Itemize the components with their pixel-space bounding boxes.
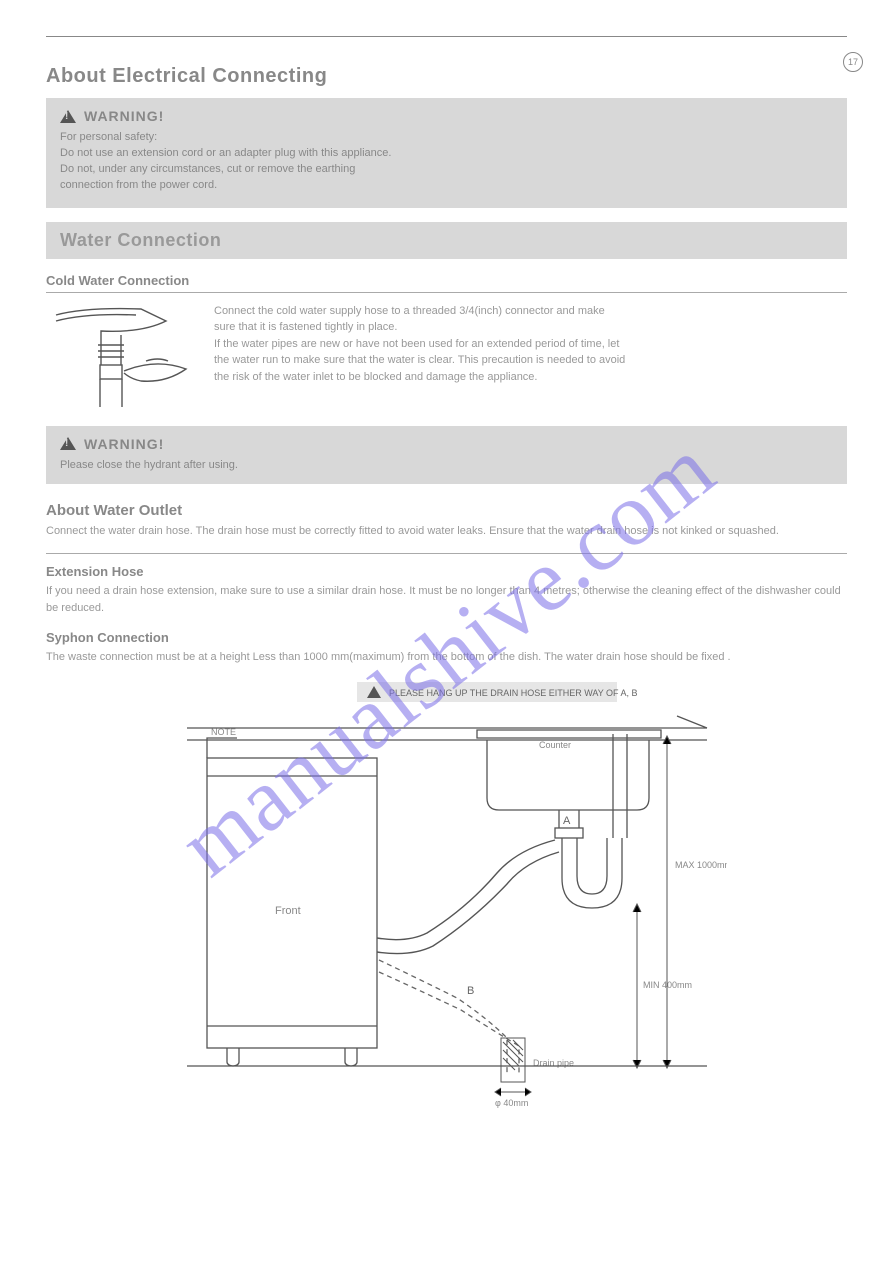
divider [46,292,847,293]
drain-diagram: PLEASE HANG UP THE DRAIN HOSE EITHER WAY… [46,678,847,1108]
warning-header: WARNING! [60,436,833,452]
faucet-illustration [46,303,196,416]
diagram-banner-text: PLEASE HANG UP THE DRAIN HOSE EITHER WAY… [389,688,638,698]
warning-label: WARNING! [84,108,164,124]
divider [46,553,847,554]
cold-water-heading: Cold Water Connection [46,273,847,288]
syphon-heading: Syphon Connection [46,630,847,645]
water-warning-box: WARNING! Please close the hydrant after … [46,426,847,484]
diagram-label-b: B [467,985,474,997]
dim-max: MAX 1000mm [675,860,727,870]
water-outlet-heading: About Water Outlet [46,502,847,519]
syphon-body: The waste connection must be at a height… [46,649,847,666]
page-number: 17 [843,52,863,72]
section-electrical-title: About Electrical Connecting [46,65,847,88]
cold-water-body: Connect the cold water supply hose to a … [214,303,847,386]
diagram-label-front: Front [275,905,301,917]
water-outlet-body: Connect the water drain hose. The drain … [46,523,847,540]
warning-body: Please close the hydrant after using. [60,458,833,474]
top-rule [46,36,847,37]
warning-triangle-icon [60,437,76,450]
warning-header: WARNING! [60,108,833,124]
extension-hose-heading: Extension Hose [46,564,847,579]
electrical-warning-box: WARNING! For personal safety: Do not use… [46,98,847,208]
water-connection-bar: Water Connection [46,222,847,259]
diagram-label-counter: Counter [539,740,571,750]
dim-min: MIN 400mm [643,980,692,990]
dim-phi: φ 40mm [495,1098,528,1108]
warning-body: For personal safety: Do not use an exten… [60,130,833,194]
extension-hose-body: If you need a drain hose extension, make… [46,583,847,616]
warning-label: WARNING! [84,436,164,452]
diagram-label-note: NOTE [211,727,236,737]
diagram-label-a: A [563,815,571,827]
warning-triangle-icon [60,110,76,123]
